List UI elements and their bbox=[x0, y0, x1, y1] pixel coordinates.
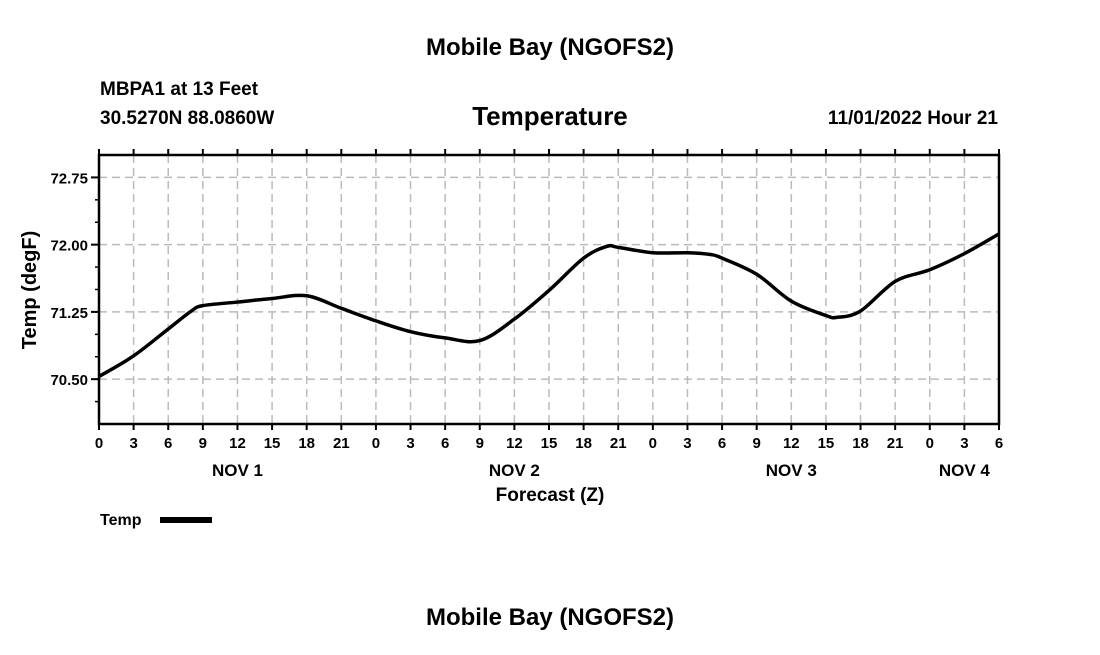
footer-title: Mobile Bay (NGOFS2) bbox=[426, 604, 674, 631]
series-layer bbox=[98, 232, 1000, 378]
x-tick-label: 3 bbox=[960, 435, 968, 452]
y-tick-label: 70.50 bbox=[50, 372, 88, 389]
x-tick-label: 21 bbox=[610, 435, 627, 452]
x-tick-label: 9 bbox=[476, 435, 484, 452]
x-tick-label: 0 bbox=[372, 435, 380, 452]
x-tick-label: 3 bbox=[406, 435, 414, 452]
x-tick-label: 12 bbox=[506, 435, 523, 452]
x-tick-label: 18 bbox=[298, 435, 315, 452]
date-label: NOV 3 bbox=[766, 461, 817, 480]
x-tick-label: 0 bbox=[926, 435, 934, 452]
x-tick-label: 18 bbox=[575, 435, 592, 452]
x-tick-label: 0 bbox=[95, 435, 103, 452]
series-line-temp bbox=[98, 232, 1000, 378]
x-tick-label: 12 bbox=[229, 435, 246, 452]
x-tick-label: 18 bbox=[852, 435, 869, 452]
y-tick-label: 71.25 bbox=[50, 305, 88, 322]
axes: 0 3 6 9 12 15 18 21 0 3 6 9 12 15 18 21 0 3 6 9 12 15 18 21 0 3 6 7… bbox=[50, 149, 1003, 480]
x-tick-label: 9 bbox=[199, 435, 207, 452]
date-label: NOV 1 bbox=[212, 461, 263, 480]
legend-label: Temp bbox=[100, 512, 142, 529]
x-tick-label: 21 bbox=[887, 435, 904, 452]
date-label: NOV 4 bbox=[939, 461, 991, 480]
y-tick-label: 72.00 bbox=[50, 238, 88, 255]
x-tick-label: 6 bbox=[164, 435, 172, 452]
x-tick-label: 3 bbox=[683, 435, 691, 452]
x-tick-label: 15 bbox=[541, 435, 558, 452]
x-tick-label: 15 bbox=[264, 435, 281, 452]
plot-frame bbox=[97, 153, 1001, 426]
x-tick-label: 6 bbox=[441, 435, 449, 452]
station-coords: 30.5270N 88.0860W bbox=[100, 108, 274, 129]
date-label: NOV 2 bbox=[489, 461, 540, 480]
variable-title: Temperature bbox=[472, 101, 628, 131]
x-tick-label: 21 bbox=[333, 435, 350, 452]
x-tick-label: 15 bbox=[818, 435, 835, 452]
x-tick-label: 9 bbox=[753, 435, 761, 452]
x-tick-label: 12 bbox=[783, 435, 800, 452]
legend: Temp bbox=[100, 512, 212, 529]
x-tick-label: 6 bbox=[718, 435, 726, 452]
x-axis-label: Forecast (Z) bbox=[496, 485, 605, 506]
x-tick-label: 6 bbox=[995, 435, 1003, 452]
chart-title: Mobile Bay (NGOFS2) bbox=[426, 34, 674, 61]
y-tick-label: 72.75 bbox=[50, 170, 88, 187]
y-axis-label: Temp (degF) bbox=[19, 231, 41, 350]
x-tick-label: 0 bbox=[649, 435, 657, 452]
x-tick-label: 3 bbox=[129, 435, 137, 452]
forecast-datetime: 11/01/2022 Hour 21 bbox=[828, 108, 998, 129]
station-label: MBPA1 at 13 Feet bbox=[100, 79, 259, 100]
